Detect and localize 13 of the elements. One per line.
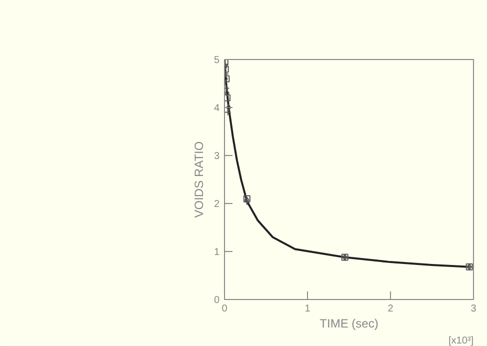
y-tick-label: 4 <box>214 103 220 114</box>
y-tick-label: 2 <box>214 199 220 210</box>
text: [x10³] <box>448 336 474 346</box>
x-tick-label: 1 <box>304 304 311 314</box>
x-tick-label: 0 <box>222 304 228 314</box>
y-tick-label: 5 <box>214 55 220 66</box>
y-tick-label: 0 <box>214 295 220 306</box>
x-tick-label: 3 <box>470 304 477 314</box>
y-tick-label: 1 <box>214 247 220 258</box>
y-tick-label: 3 <box>214 151 220 162</box>
y-axis-title: VOIDS RATIO <box>192 141 206 218</box>
x-axis-title: TIME (sec) <box>320 316 378 330</box>
x-tick-label: 2 <box>388 304 394 314</box>
